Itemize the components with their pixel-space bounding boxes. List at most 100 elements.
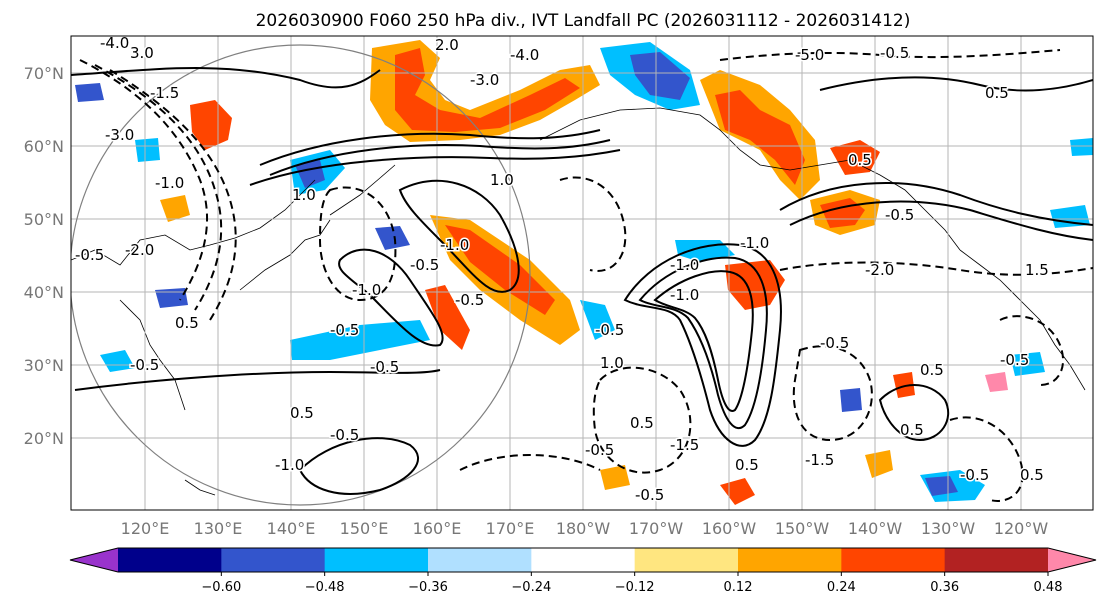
colorbar-segment	[324, 548, 429, 572]
negative-contour	[999, 315, 1065, 386]
contour-label: -0.5	[370, 358, 399, 376]
contour-label: -0.5	[880, 44, 909, 62]
negative-shading	[630, 52, 690, 100]
contour-label: -3.0	[105, 126, 134, 144]
negative-shading	[1050, 205, 1090, 228]
colorbar-tick-label: −0.60	[201, 580, 241, 595]
positive-shading	[160, 195, 190, 222]
contour-label: 1.0	[600, 354, 624, 372]
contour-label: -0.5	[330, 426, 359, 444]
lat-label: 70°N	[24, 64, 64, 83]
positive-shading	[395, 48, 580, 132]
negative-contour	[792, 345, 873, 442]
contour-label: 1.5	[1025, 261, 1049, 279]
contour-label: -1.0	[352, 281, 381, 299]
lat-label: 20°N	[24, 429, 64, 448]
negative-contour	[459, 454, 601, 471]
contour-label: -1.5	[670, 436, 699, 454]
negative-shading	[75, 83, 104, 102]
map-frame	[70, 35, 1094, 511]
positive-contour	[269, 139, 611, 176]
lon-label: 150°W	[775, 519, 830, 538]
negative-shading	[840, 388, 862, 412]
colorbar-segment	[738, 548, 842, 572]
contour-label: -5.0	[795, 46, 824, 64]
graticule	[71, 36, 1093, 510]
japan-coastline	[239, 219, 331, 291]
contour-label: -1.0	[670, 286, 699, 304]
contour-label: -0.5	[635, 486, 664, 504]
contour-label: 1.0	[292, 186, 316, 204]
lon-label: 120°W	[994, 519, 1049, 538]
map-title: 2026030900 F060 250 hPa div., IVT Landfa…	[256, 11, 911, 31]
negative-shading	[925, 476, 958, 496]
negative-contour	[559, 176, 627, 272]
island-coastline	[184, 479, 216, 496]
negative-contour	[719, 49, 1061, 61]
lat-label: 60°N	[24, 137, 64, 156]
negative-shading	[375, 226, 410, 250]
contour-label: 0.5	[175, 314, 199, 332]
positive-contour	[398, 179, 520, 293]
positive-contour	[249, 149, 621, 186]
contour-label: -0.5	[455, 291, 484, 309]
positive-contour	[74, 369, 441, 391]
negative-shading	[290, 320, 430, 360]
map-background	[71, 36, 1093, 510]
positive-shading	[425, 285, 470, 350]
kuril-coastline	[329, 164, 396, 216]
negative-shading	[1070, 138, 1093, 156]
lon-label: 120°E	[121, 519, 170, 538]
contour-label: 0.5	[290, 404, 314, 422]
negative-shading	[155, 288, 188, 308]
contour-label: -0.5	[960, 466, 989, 484]
contour-label: -0.5	[410, 256, 439, 274]
contour-label: 2.0	[435, 36, 459, 54]
contour-label: -2.0	[865, 261, 894, 279]
positive-contour	[638, 256, 768, 430]
lon-label: 170°W	[629, 519, 684, 538]
contour-label: 3.0	[130, 44, 154, 62]
negative-contour	[318, 186, 397, 302]
colorbar-extend-min	[70, 548, 118, 572]
contour-label: -0.5	[75, 246, 104, 264]
colorbar-tick-label: −0.12	[615, 580, 655, 595]
colorbar-tick-label: 0.12	[724, 580, 753, 595]
positive-shading	[865, 450, 893, 478]
colorbar-tick-label: 0.48	[1034, 580, 1063, 595]
colorbar-segment	[841, 548, 946, 572]
contour-label: -1.5	[805, 451, 834, 469]
contour-label: -0.5	[330, 321, 359, 339]
positive-shading	[600, 465, 630, 490]
colorbar-segment	[944, 548, 1049, 572]
contour-label: -0.5	[130, 356, 159, 374]
contour-label: -0.5	[1000, 351, 1029, 369]
positive-contour	[878, 384, 950, 442]
negative-contour	[949, 416, 1024, 502]
contour-label: -2.0	[125, 241, 154, 259]
contour-label: 0.5	[985, 84, 1009, 102]
lon-label: 140°W	[848, 519, 903, 538]
positive-shading	[985, 372, 1008, 392]
asia-coastline	[71, 179, 316, 266]
contour-label: -1.5	[150, 84, 179, 102]
contour-label: -4.0	[100, 34, 129, 52]
lon-label: 140°E	[267, 519, 316, 538]
lon-label: 160°W	[702, 519, 757, 538]
contour-label: -3.0	[470, 71, 499, 89]
colorbar-tick-label: −0.48	[305, 580, 345, 595]
ivt-contours	[71, 67, 1093, 495]
lon-label: 160°E	[413, 519, 462, 538]
negative-shading	[675, 240, 735, 262]
positive-contour	[779, 182, 1093, 226]
colorbar: −0.60 −0.48 −0.36 −0.24 −0.12 0.12 0.24 0.36 0.4…	[69, 547, 1097, 595]
negative-shading	[580, 300, 615, 340]
contour-label: -0.5	[885, 206, 914, 224]
contour-label: -0.5	[820, 334, 849, 352]
contour-label: 0.5	[848, 151, 872, 169]
contour-label: 0.5	[920, 361, 944, 379]
contour-label: -4.0	[510, 46, 539, 64]
contour-labels: -4.0 3.0 -1.5 -3.0 -1.0 -0.5 -2.0 0.5 -0…	[74, 34, 1051, 506]
contour-label: -1.0	[670, 256, 699, 274]
